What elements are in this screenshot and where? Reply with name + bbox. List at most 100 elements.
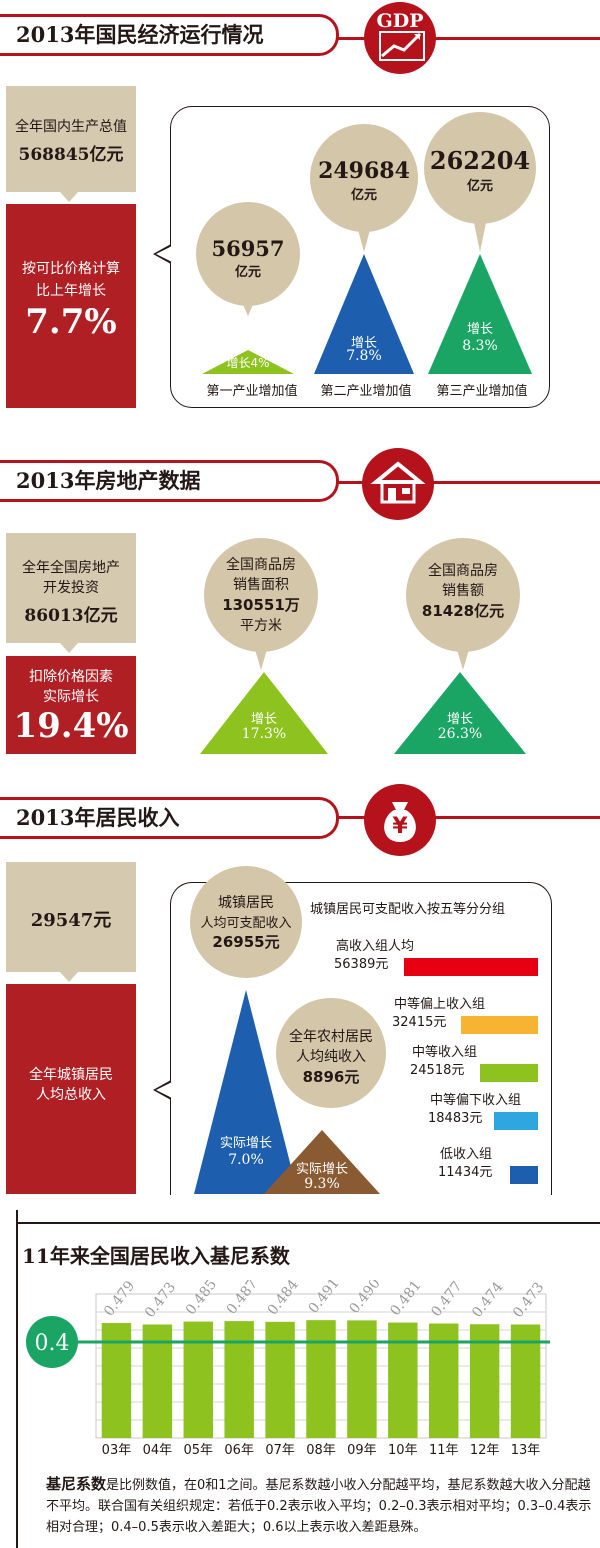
sales-amount-line1: 全国商品房: [428, 563, 498, 579]
rural-growth-label: 实际增长: [295, 1162, 348, 1177]
urban-growth-label: 实际增长: [219, 1136, 272, 1151]
urban-growth-value: 7.0%: [228, 1152, 264, 1168]
sales-area-growth-value: 17.3%: [241, 726, 287, 742]
gini-description-term: 基尼系数: [46, 1475, 107, 1493]
gini-frame-left: [16, 1210, 18, 1548]
gini-category-label: 13年: [511, 1443, 541, 1458]
realestate-growth-value: 19.4%: [13, 706, 129, 746]
quintile-value: 11434元: [438, 1165, 493, 1180]
quintile-value: 18483元: [428, 1111, 483, 1126]
quintile-name: 中等偏上收入组: [394, 997, 486, 1012]
gini-reference-badge: [26, 1316, 78, 1368]
income-card-notch: [60, 972, 78, 982]
sales-amount-line2: 销售额: [442, 583, 484, 599]
quintile-name: 中等偏下收入组: [430, 1093, 522, 1108]
gdp-growth-card: 按可比价格计算 比上年增长 7.7%: [6, 204, 136, 408]
income-total-label-2: 人均总收入: [36, 1087, 106, 1103]
gdp-growth-label-1: 按可比价格计算: [22, 261, 120, 277]
gini-category-label: 06年: [224, 1443, 254, 1458]
quintile-bar: [404, 958, 538, 976]
gdp-icon: GDP: [364, 2, 436, 74]
gini-category-label: 12年: [470, 1443, 500, 1458]
quintile-bar: [510, 1166, 538, 1184]
section2-title: 2013年房地产数据: [0, 460, 339, 502]
quintile-value: 24518元: [410, 1063, 465, 1078]
rural-line1: 全年农村居民: [289, 1029, 373, 1045]
income-total-card: 29547元: [6, 862, 136, 972]
income-panel-pointer-fill: [156, 1082, 172, 1098]
industry3-growth-label: 增长: [466, 322, 493, 337]
industry1-bubble-tail: [241, 300, 255, 316]
gdp-growth-value: 7.7%: [25, 302, 117, 342]
gini-category-label: 05年: [183, 1443, 213, 1458]
section3-title: 2013年居民收入: [0, 797, 339, 839]
gini-category-label: 10年: [388, 1443, 418, 1458]
gini-bar: [306, 1320, 336, 1438]
industry3-name: 第三产业增加值: [436, 384, 528, 399]
gini-reference-label: 0.4: [35, 1331, 70, 1356]
industry2-bubble-tail: [357, 226, 371, 252]
urban-line2: 人均可支配收入: [200, 916, 292, 931]
industry2-growth-label: 增长: [350, 336, 377, 351]
sales-area-triangle: [200, 672, 328, 754]
realestate-growth-label-2: 实际增长: [43, 689, 99, 705]
gdp-icon-label: GDP: [376, 10, 424, 32]
realestate-growth-label-1: 扣除价格因素: [29, 669, 113, 685]
gini-category-label: 07年: [265, 1443, 295, 1458]
gdp-total-label: 全年国内生产总值: [15, 119, 127, 135]
invest-card-notch: [60, 643, 78, 653]
gini-frame-top: [16, 1222, 600, 1224]
quintile-name: 低收入组: [440, 1147, 493, 1162]
sales-area-line1: 全国商品房: [226, 557, 296, 573]
gini-category-label: 08年: [306, 1443, 336, 1458]
industry1-growth-value: 4%: [250, 356, 270, 370]
rural-triangle: [264, 1130, 380, 1194]
section1-title: 2013年国民经济运行情况: [0, 14, 339, 56]
industry2-triangle: [314, 254, 414, 374]
quintile-bar: [480, 1064, 538, 1082]
industry1-growth-label: 增长: [226, 356, 251, 370]
rural-line2: 人均纯收入: [296, 1049, 366, 1065]
gini-description-text: 是比例数值，在0和1之间。基尼系数越小收入分配越平均，基尼系数越大收入分配越不平…: [46, 1478, 592, 1535]
gini-category-label: 03年: [102, 1443, 132, 1458]
quintile-title: 城镇居民可支配收入按五等分分组: [310, 902, 506, 917]
income-total-value: 29547元: [30, 910, 112, 931]
industry3-bubble-tail: [473, 218, 487, 252]
gdp-total-value: 568845亿元: [18, 145, 124, 165]
urban-line3: 26955元: [212, 933, 280, 951]
invest-label-2: 开发投资: [43, 580, 99, 596]
realestate-invest-card: 全年全国房地产 开发投资 86013亿元: [6, 533, 136, 643]
gini-category-label: 09年: [347, 1443, 377, 1458]
sales-amount-growth-value: 26.3%: [437, 726, 483, 742]
quintile-name: 中等收入组: [412, 1045, 478, 1060]
income-total-label-1: 全年城镇居民: [29, 1067, 113, 1083]
gini-description: 基尼系数是比例数值，在0和1之间。基尼系数越小收入分配越平均，基尼系数越大收入分…: [46, 1474, 596, 1538]
gini-chart: 0.47903年0.47304年0.48505年0.48706年0.48407年…: [26, 1280, 550, 1458]
sales-area-bubble-tail: [254, 646, 268, 670]
realestate-growth-card: 扣除价格因素 实际增长 19.4%: [6, 656, 136, 754]
sales-area-line2: 销售面积: [233, 577, 289, 593]
industry1-name: 第一产业增加值: [206, 384, 298, 399]
gini-bar: [224, 1321, 254, 1438]
income-label-card: 全年城镇居民 人均总收入: [6, 984, 136, 1194]
sales-area-growth-label: 增长: [250, 712, 277, 727]
money-bag-icon: ¥: [364, 784, 436, 856]
invest-value: 86013亿元: [24, 606, 118, 626]
sales-amount-bubble: 全国商品房 销售额 81428亿元: [406, 538, 520, 652]
industry1-value: 56957: [211, 236, 285, 261]
sales-amount-triangle: [394, 672, 526, 754]
industry1-growth: 增长4%: [202, 354, 294, 371]
industry3-triangle: [428, 254, 532, 374]
quintile-value: 32415元: [392, 1015, 447, 1030]
industry2-unit: 亿元: [350, 188, 377, 203]
industry2-name: 第二产业增加值: [320, 384, 412, 399]
gini-bar: [183, 1321, 213, 1438]
industry3-unit: 亿元: [466, 179, 493, 194]
invest-label-1: 全年全国房地产: [22, 560, 120, 576]
quintile-bar: [461, 1016, 538, 1034]
sales-area-line3: 130551万: [222, 596, 300, 614]
industry1-unit: 亿元: [234, 265, 261, 280]
industry1-bubble: 56957 亿元: [196, 202, 300, 306]
rural-growth-value: 9.3%: [304, 1176, 340, 1192]
rural-line3: 8896元: [302, 1068, 360, 1086]
